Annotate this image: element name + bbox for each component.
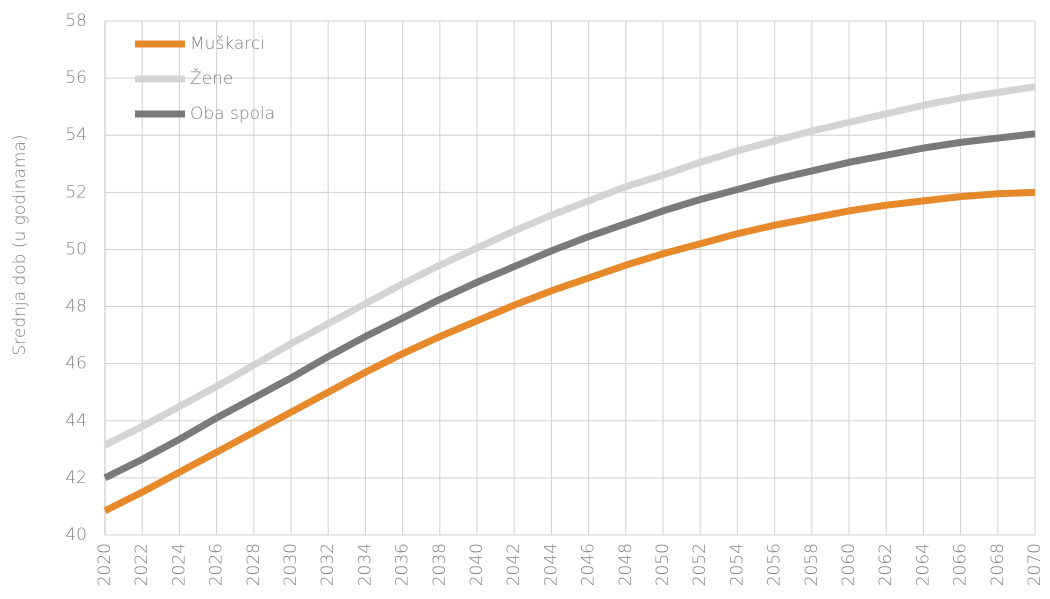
x-tick-label: 2052 <box>690 543 710 586</box>
legend-label: Muškarci <box>190 34 265 54</box>
x-tick-label: 2032 <box>318 543 338 586</box>
x-tick-label: 2036 <box>393 543 413 586</box>
x-tick-label: 2058 <box>802 543 822 586</box>
x-tick-label: 2042 <box>504 543 524 586</box>
x-tick-label: 2020 <box>95 543 115 586</box>
x-tick-label: 2046 <box>579 543 599 586</box>
x-tick-label: 2056 <box>765 543 785 586</box>
x-tick-label: 2054 <box>727 543 747 586</box>
y-tick-label: 40 <box>65 525 87 545</box>
y-tick-label: 56 <box>65 68 87 88</box>
y-tick-label: 54 <box>65 125 87 145</box>
x-tick-label: 2050 <box>653 543 673 586</box>
y-tick-label: 50 <box>65 239 87 259</box>
series-line <box>103 130 1036 482</box>
x-tick-label: 2060 <box>839 543 859 586</box>
legend-label: Oba spola <box>190 104 275 124</box>
x-tick-label: 2066 <box>951 543 971 586</box>
x-tick-label: 2062 <box>876 543 896 586</box>
x-tick-label: 2044 <box>541 543 561 586</box>
x-tick-label: 2034 <box>355 543 375 586</box>
y-axis-label: Srednja dob (u godinama) <box>10 134 30 355</box>
y-tick-label: 42 <box>65 468 87 488</box>
x-tick-label: 2068 <box>988 543 1008 586</box>
y-tick-label: 58 <box>65 11 87 31</box>
y-tick-label: 48 <box>65 297 87 317</box>
x-tick-label: 2038 <box>430 543 450 586</box>
x-tick-label: 2024 <box>169 543 189 586</box>
x-tick-label: 2048 <box>616 543 636 586</box>
x-tick-label: 2040 <box>467 543 487 586</box>
x-tick-label: 2026 <box>207 543 227 586</box>
x-tick-label: 2064 <box>913 543 933 586</box>
y-tick-label: 44 <box>65 411 87 431</box>
x-tick-label: 2022 <box>132 543 152 586</box>
y-tick-label: 52 <box>65 182 87 202</box>
x-tick-label: 2030 <box>281 543 301 586</box>
series-line <box>103 83 1036 449</box>
y-tick-label: 46 <box>65 354 87 374</box>
x-tick-label: 2070 <box>1025 543 1045 586</box>
legend-label: Žene <box>190 67 233 89</box>
x-tick-label: 2028 <box>244 543 264 586</box>
series-line <box>103 188 1036 514</box>
